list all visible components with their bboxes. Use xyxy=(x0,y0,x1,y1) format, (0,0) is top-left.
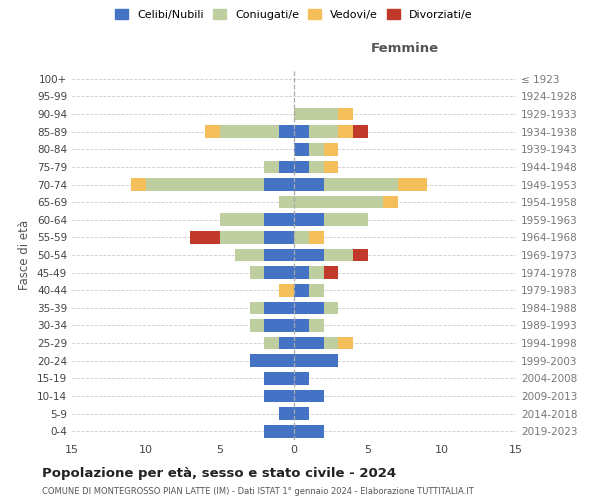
Bar xyxy=(265,248,294,262)
Bar xyxy=(353,248,368,262)
Bar xyxy=(265,214,294,226)
Bar xyxy=(294,407,309,420)
Bar xyxy=(265,425,294,438)
Bar xyxy=(338,337,353,349)
Bar xyxy=(294,302,323,314)
Bar xyxy=(294,248,323,262)
Bar xyxy=(190,231,220,243)
Text: Femmine: Femmine xyxy=(371,42,439,55)
Bar xyxy=(220,214,265,226)
Bar xyxy=(294,266,309,279)
Bar xyxy=(323,143,338,156)
Bar xyxy=(265,302,294,314)
Bar xyxy=(294,354,338,367)
Bar xyxy=(146,178,265,191)
Bar xyxy=(279,284,294,296)
Bar xyxy=(309,319,323,332)
Bar xyxy=(250,319,265,332)
Bar xyxy=(279,160,294,173)
Bar xyxy=(294,196,383,208)
Bar xyxy=(323,160,338,173)
Bar xyxy=(323,302,338,314)
Bar xyxy=(294,390,323,402)
Bar xyxy=(309,266,323,279)
Bar xyxy=(265,337,279,349)
Bar xyxy=(205,126,220,138)
Bar xyxy=(265,319,294,332)
Bar xyxy=(383,196,398,208)
Bar xyxy=(294,372,309,384)
Bar xyxy=(309,143,323,156)
Legend: Celibi/Nubili, Coniugati/e, Vedovi/e, Divorziati/e: Celibi/Nubili, Coniugati/e, Vedovi/e, Di… xyxy=(115,9,473,20)
Bar xyxy=(309,284,323,296)
Bar xyxy=(353,126,368,138)
Bar xyxy=(265,372,294,384)
Bar xyxy=(220,126,279,138)
Bar xyxy=(323,266,338,279)
Bar xyxy=(294,425,323,438)
Bar xyxy=(265,390,294,402)
Bar xyxy=(294,160,309,173)
Bar xyxy=(323,214,368,226)
Bar xyxy=(294,126,309,138)
Bar xyxy=(309,160,323,173)
Bar xyxy=(323,178,398,191)
Bar xyxy=(294,319,309,332)
Bar xyxy=(309,231,323,243)
Bar xyxy=(294,143,309,156)
Bar xyxy=(279,337,294,349)
Bar xyxy=(265,160,279,173)
Bar xyxy=(294,214,323,226)
Bar xyxy=(294,231,309,243)
Bar xyxy=(279,196,294,208)
Bar xyxy=(279,407,294,420)
Bar xyxy=(235,248,265,262)
Bar xyxy=(294,108,338,120)
Y-axis label: Fasce di età: Fasce di età xyxy=(19,220,31,290)
Bar xyxy=(338,126,353,138)
Bar xyxy=(265,178,294,191)
Bar xyxy=(338,108,353,120)
Bar xyxy=(220,231,265,243)
Bar xyxy=(323,248,353,262)
Bar xyxy=(309,126,338,138)
Bar xyxy=(323,337,338,349)
Bar xyxy=(398,178,427,191)
Bar xyxy=(294,337,323,349)
Bar xyxy=(250,266,265,279)
Bar xyxy=(265,266,294,279)
Bar xyxy=(131,178,146,191)
Bar xyxy=(279,126,294,138)
Bar xyxy=(250,354,294,367)
Text: COMUNE DI MONTEGROSSO PIAN LATTE (IM) - Dati ISTAT 1° gennaio 2024 - Elaborazion: COMUNE DI MONTEGROSSO PIAN LATTE (IM) - … xyxy=(42,486,474,496)
Bar xyxy=(294,284,309,296)
Bar xyxy=(250,302,265,314)
Bar xyxy=(294,178,323,191)
Text: Popolazione per età, sesso e stato civile - 2024: Popolazione per età, sesso e stato civil… xyxy=(42,468,396,480)
Bar xyxy=(265,231,294,243)
